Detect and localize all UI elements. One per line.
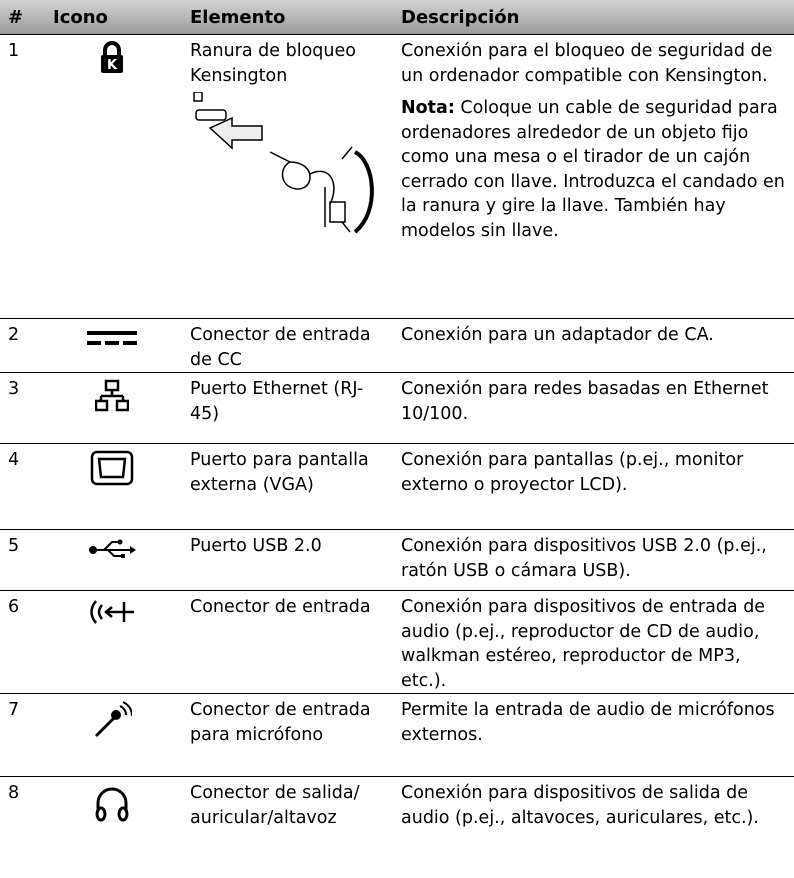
- icon-cell: [45, 776, 182, 878]
- svg-text:K: K: [106, 58, 117, 73]
- row: 6 Conector de entrada Conexión para disp…: [0, 590, 794, 694]
- description: Conexión para dispositivos de entrada de…: [393, 590, 794, 694]
- number: 3: [0, 372, 45, 444]
- header-cell: #: [0, 0, 45, 35]
- icon-cell: [45, 443, 182, 530]
- note-text: Coloque un cable de seguridad para orden…: [401, 98, 785, 241]
- element: Conector de salida/ auricular/altavoz: [182, 776, 393, 878]
- element: Puerto Ethernet (RJ-45): [182, 372, 393, 444]
- number: 4: [0, 443, 45, 530]
- number: 1: [0, 34, 45, 319]
- row: 2 Conector de entrada de CC Conexión par…: [0, 318, 794, 373]
- mic-icon: [94, 701, 133, 738]
- number: 5: [0, 529, 45, 591]
- ethernet-icon: [94, 379, 129, 412]
- header-cell: Elemento: [182, 0, 393, 35]
- icon-cell: [45, 693, 182, 777]
- usb-icon: [88, 539, 136, 558]
- description: Permite la entrada de audio de micrófono…: [393, 693, 794, 777]
- row: 7 Conector de entrada para micrófono Per…: [0, 693, 794, 777]
- number: 8: [0, 776, 45, 878]
- number: 7: [0, 693, 45, 777]
- headphones-icon: [95, 787, 128, 822]
- element: Conector de entrada: [182, 590, 393, 694]
- element: Ranura de bloqueo Kensington: [190, 41, 356, 86]
- row: 5 Puerto USB 2.0 Conexión para dispositi…: [0, 529, 794, 591]
- element: Conector de entrada para micrófono: [182, 693, 393, 777]
- description: Conexión para el bloqueo de seguridad de…: [401, 41, 773, 86]
- icon-cell: [45, 318, 182, 373]
- description: Conexión para pantallas (p.ej., monitor …: [393, 443, 794, 530]
- dc-icon: [86, 331, 137, 345]
- note: Nota: Coloque un cable de seguridad para…: [401, 96, 790, 243]
- header-row: # Icono Elemento Descripción: [0, 0, 794, 35]
- description: Conexión para dispositivos de salida de …: [393, 776, 794, 878]
- header-cell: Icono: [45, 0, 182, 35]
- element: Conector de entrada de CC: [182, 318, 393, 373]
- lock-illustration: [193, 91, 374, 234]
- icon-cell: [45, 590, 182, 694]
- element: Puerto para pantalla externa (VGA): [182, 443, 393, 530]
- row: 3 Puerto Ethernet (RJ-45) Conexión para …: [0, 372, 794, 444]
- description-cell: Conexión para el bloqueo de seguridad de…: [393, 34, 794, 319]
- number: 2: [0, 318, 45, 373]
- element-cell: Ranura de bloqueo Kensington: [182, 34, 393, 319]
- kensington-icon: K: [100, 41, 123, 73]
- row: 8 Conector de salida/ auricular/altavoz …: [0, 776, 794, 878]
- icon-cell: [45, 372, 182, 444]
- header-cell: Descripción: [393, 0, 794, 35]
- description: Conexión para un adaptador de CA.: [393, 318, 794, 373]
- row: 1 K Ranura de bloqueo Kensington Conexió…: [0, 34, 794, 319]
- icon-cell: K: [45, 34, 182, 319]
- description: Conexión para redes basadas en Ethernet …: [393, 372, 794, 444]
- number: 6: [0, 590, 45, 694]
- row: 4 Puerto para pantalla externa (VGA) Con…: [0, 443, 794, 530]
- element: Puerto USB 2.0: [182, 529, 393, 591]
- note-label: Nota:: [401, 98, 455, 118]
- vga-icon: [90, 450, 133, 486]
- audio-in-icon: [89, 600, 134, 624]
- icon-cell: [45, 529, 182, 591]
- description: Conexión para dispositivos USB 2.0 (p.ej…: [393, 529, 794, 591]
